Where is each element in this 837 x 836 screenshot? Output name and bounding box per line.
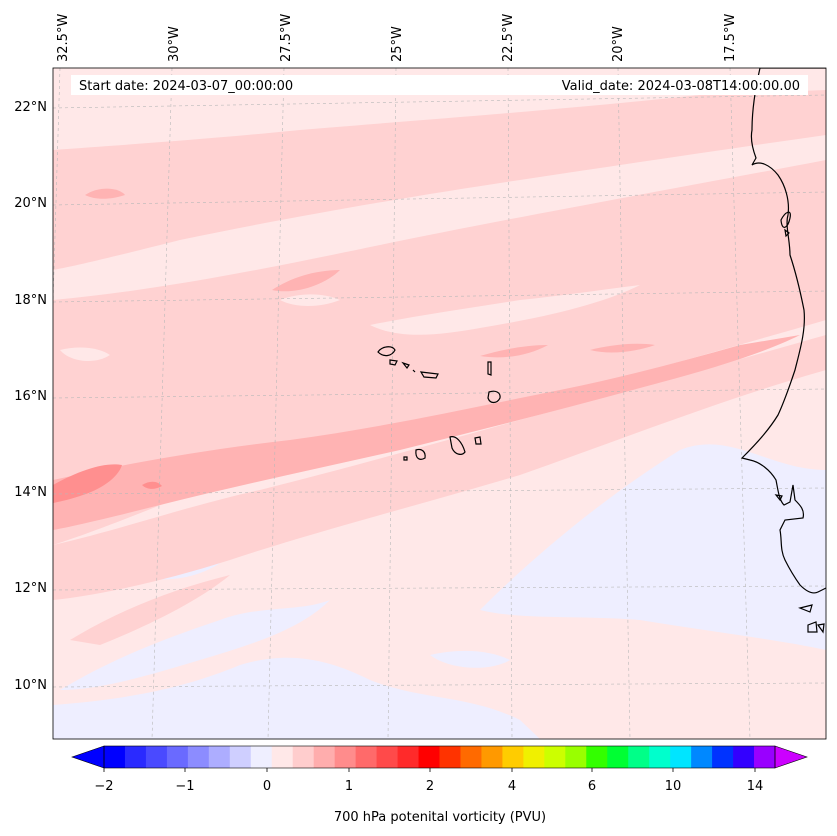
cbar-tick-label: 2 xyxy=(426,779,434,794)
header-strip xyxy=(71,75,808,95)
colorbar-segment xyxy=(124,746,147,768)
lon-label: 22.5°W xyxy=(501,14,516,62)
colorbar-segment xyxy=(565,746,587,768)
pv-band-gaps xyxy=(60,232,640,362)
cbar-tick-label: 10 xyxy=(665,779,682,794)
colorbar-segment xyxy=(670,746,692,768)
colorbar-segment xyxy=(460,746,482,768)
lon-label: 30°W xyxy=(167,26,182,62)
colorbar-segment xyxy=(481,746,503,768)
colorbar-segment xyxy=(439,746,461,768)
cape-verde-islands xyxy=(377,346,501,461)
colorbar-tick-labels: −2 −1 0 1 2 4 6 10 14 xyxy=(94,779,763,794)
colorbar-segment xyxy=(104,746,126,768)
pv-band-medium xyxy=(53,188,800,530)
lat-label: 22°N xyxy=(14,100,47,115)
colorbar-segment xyxy=(250,746,273,768)
colorbar-segment xyxy=(313,746,336,768)
colorbar-segment xyxy=(166,746,189,768)
colorbar-segment xyxy=(649,746,671,768)
negative-pv-regions xyxy=(53,444,826,739)
colorbar-over-arrow xyxy=(774,745,808,769)
lat-label: 18°N xyxy=(14,293,47,308)
lon-label: 25°W xyxy=(390,26,405,62)
colorbar-under-arrow xyxy=(71,745,105,769)
colorbar-segment xyxy=(523,746,545,768)
cbar-tick-label: −2 xyxy=(94,779,113,794)
cbar-tick-label: 14 xyxy=(747,779,764,794)
colorbar-segment xyxy=(544,746,566,768)
colorbar-segment xyxy=(607,746,629,768)
colorbar-segment xyxy=(145,746,168,768)
lon-label: 17.5°W xyxy=(723,14,738,62)
colorbar-segment xyxy=(733,746,755,768)
map-frame xyxy=(52,67,827,740)
lon-label: 32.5°W xyxy=(56,14,71,62)
lon-label: 27.5°W xyxy=(279,14,294,62)
lat-label: 16°N xyxy=(14,389,47,404)
lat-label: 10°N xyxy=(14,678,47,693)
colorbar-segment xyxy=(712,746,734,768)
colorbar-segment xyxy=(691,746,713,768)
cbar-tick-label: 4 xyxy=(508,779,516,794)
start-date-label: Start date: 2024-03-07_00:00:00 xyxy=(79,79,293,94)
colorbar-segment xyxy=(628,746,650,768)
colorbar-segment xyxy=(208,746,231,768)
colorbar-segment xyxy=(355,746,377,768)
colorbar-title: 700 hPa potenital vorticity (PVU) xyxy=(334,810,546,825)
colorbar-segment xyxy=(754,746,776,768)
cbar-tick-label: 6 xyxy=(588,779,596,794)
colorbar-segment xyxy=(502,746,524,768)
colorbar: −2 −1 0 1 2 4 6 10 14 700 hPa potenital … xyxy=(71,745,808,825)
colorbar-segment xyxy=(418,746,440,768)
colorbar-segment xyxy=(397,746,419,768)
cbar-tick-label: 0 xyxy=(263,779,271,794)
valid-date-label: Valid_date: 2024-03-08T14:00:00.00 xyxy=(562,79,800,94)
graticule xyxy=(53,68,826,739)
lat-label: 14°N xyxy=(14,485,47,500)
colorbar-segment xyxy=(229,746,252,768)
pv-band-core xyxy=(53,464,162,503)
lat-label: 12°N xyxy=(14,581,47,596)
longitude-labels: 32.5°W 30°W 27.5°W 25°W 22.5°W 20°W 17.5… xyxy=(56,14,738,62)
lon-label: 20°W xyxy=(611,26,626,62)
african-coastline xyxy=(740,68,826,634)
colorbar-segment xyxy=(292,746,315,768)
latitude-labels: 22°N 20°N 18°N 16°N 14°N 12°N 10°N xyxy=(14,100,47,693)
lat-label: 20°N xyxy=(14,196,47,211)
colorbar-segment xyxy=(271,746,294,768)
cbar-tick-label: 1 xyxy=(345,779,353,794)
colorbar-segments xyxy=(104,746,776,768)
map-panel: Start date: 2024-03-07_00:00:00 Valid_da… xyxy=(52,67,827,740)
colorbar-segment xyxy=(187,746,210,768)
colorbar-segment xyxy=(334,746,357,768)
colorbar-segment xyxy=(586,746,608,768)
colorbar-segment xyxy=(376,746,398,768)
colorbar-frame xyxy=(103,745,776,769)
cbar-tick-label: −1 xyxy=(175,779,194,794)
colorbar-ticks xyxy=(103,768,756,772)
